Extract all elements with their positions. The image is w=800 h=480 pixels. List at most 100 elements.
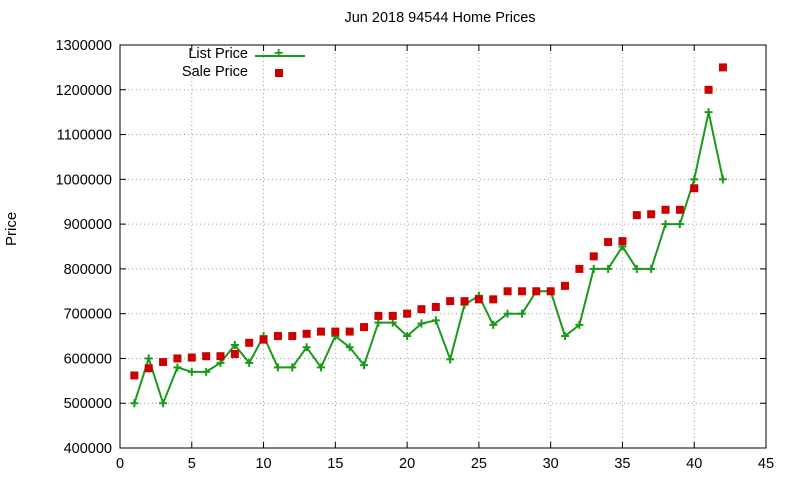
sale-price-point [604, 238, 613, 247]
sale-price-point [546, 287, 555, 296]
list-price-point [187, 367, 196, 376]
legend-label-list-price: List Price [188, 46, 248, 62]
sale-price-point [173, 354, 182, 363]
sale-price-point [230, 349, 239, 358]
sale-price-point [489, 295, 498, 304]
list-price-line [133, 111, 724, 407]
list-price-point [144, 354, 153, 363]
sale-price-point [130, 371, 139, 380]
y-tick-label: 800000 [64, 262, 112, 278]
list-price-point [302, 343, 311, 352]
list-price-point [575, 320, 584, 329]
list-price-point [503, 309, 512, 318]
list-price-point [130, 399, 139, 408]
sale-price-point [718, 63, 727, 72]
list-price-point [589, 264, 598, 273]
sale-price-point [273, 332, 282, 341]
list-price-point [517, 309, 526, 318]
sale-price-point [503, 287, 512, 296]
legend-item-list-price: List Price + [140, 46, 360, 64]
axis-ticks: 400000 500000 600000 700000 800000 900000 1000… [56, 38, 775, 472]
x-tick-label: 30 [543, 456, 559, 472]
list-price-point [604, 264, 613, 273]
list-price-point [388, 318, 397, 327]
legend-item-sale-price: Sale Price [140, 64, 360, 82]
sale-price-point [302, 329, 311, 338]
list-price-point [704, 108, 713, 117]
legend-line-swatch [255, 55, 305, 57]
sale-price-point [316, 327, 325, 336]
list-price-point [173, 363, 182, 372]
y-tick-label: 400000 [64, 441, 112, 457]
list-price-point [316, 363, 325, 372]
sale-price-point [202, 352, 211, 361]
sale-price-point [159, 358, 168, 367]
list-price-point [489, 320, 498, 329]
sale-price-point [245, 338, 254, 347]
sale-price-point [374, 311, 383, 320]
sale-price-point [561, 281, 570, 290]
list-price-point [360, 361, 369, 370]
x-tick-label: 5 [188, 456, 196, 472]
list-price-point [561, 332, 570, 341]
list-price-point [273, 363, 282, 372]
x-tick-label: 40 [686, 456, 702, 472]
list-price-point [288, 363, 297, 372]
y-tick-label: 1100000 [57, 128, 112, 144]
x-tick-label: 25 [471, 456, 487, 472]
y-tick-label: 1200000 [56, 83, 112, 99]
sale-price-point [704, 85, 713, 94]
list-price-point [202, 367, 211, 376]
x-tick-label: 15 [327, 456, 343, 472]
x-tick-label: 20 [399, 456, 415, 472]
x-tick-label: 35 [614, 456, 630, 472]
legend-plus-marker: + [274, 45, 284, 62]
series-list-price [130, 108, 727, 408]
sale-price-point [331, 327, 340, 336]
sale-price-point [388, 311, 397, 320]
list-price-point [245, 358, 254, 367]
sale-price-point [446, 297, 455, 306]
sale-price-point [647, 210, 656, 219]
list-price-point [230, 341, 239, 350]
list-price-point [345, 343, 354, 352]
list-price-point [216, 358, 225, 367]
y-tick-label: 1000000 [56, 172, 112, 188]
y-tick-label: 900000 [64, 217, 112, 233]
sale-price-point [589, 252, 598, 261]
sale-price-point [575, 264, 584, 273]
legend: List Price + Sale Price [140, 46, 360, 82]
list-price-point [446, 355, 455, 364]
sale-price-point [460, 297, 469, 306]
sale-price-point [661, 205, 670, 214]
list-price-point [431, 316, 440, 325]
sale-price-point [288, 332, 297, 341]
legend-square-marker [275, 69, 283, 77]
sale-price-point [187, 353, 196, 362]
list-price-point [403, 332, 412, 341]
y-tick-label: 600000 [64, 351, 112, 367]
sale-price-point [675, 205, 684, 214]
y-tick-label: 500000 [64, 396, 112, 412]
sale-price-point [431, 302, 440, 311]
x-tick-label: 45 [758, 456, 774, 472]
sale-price-point [216, 352, 225, 361]
sale-price-point [517, 287, 526, 296]
list-price-point [374, 318, 383, 327]
list-price-point [690, 175, 699, 184]
sale-price-point [618, 237, 627, 246]
sale-price-point [474, 295, 483, 304]
plot-frame [119, 44, 767, 449]
sale-price-point [345, 327, 354, 336]
chart-title: Jun 2018 94544 Home Prices [344, 10, 536, 26]
list-price-point [632, 264, 641, 273]
series-sale-price [130, 63, 727, 380]
sale-price-point [532, 287, 541, 296]
list-price-point [675, 220, 684, 229]
x-tick-label: 0 [116, 456, 124, 472]
sale-price-point [690, 184, 699, 193]
sale-price-point [632, 211, 641, 220]
list-price-point [647, 264, 656, 273]
list-price-point [417, 319, 426, 328]
